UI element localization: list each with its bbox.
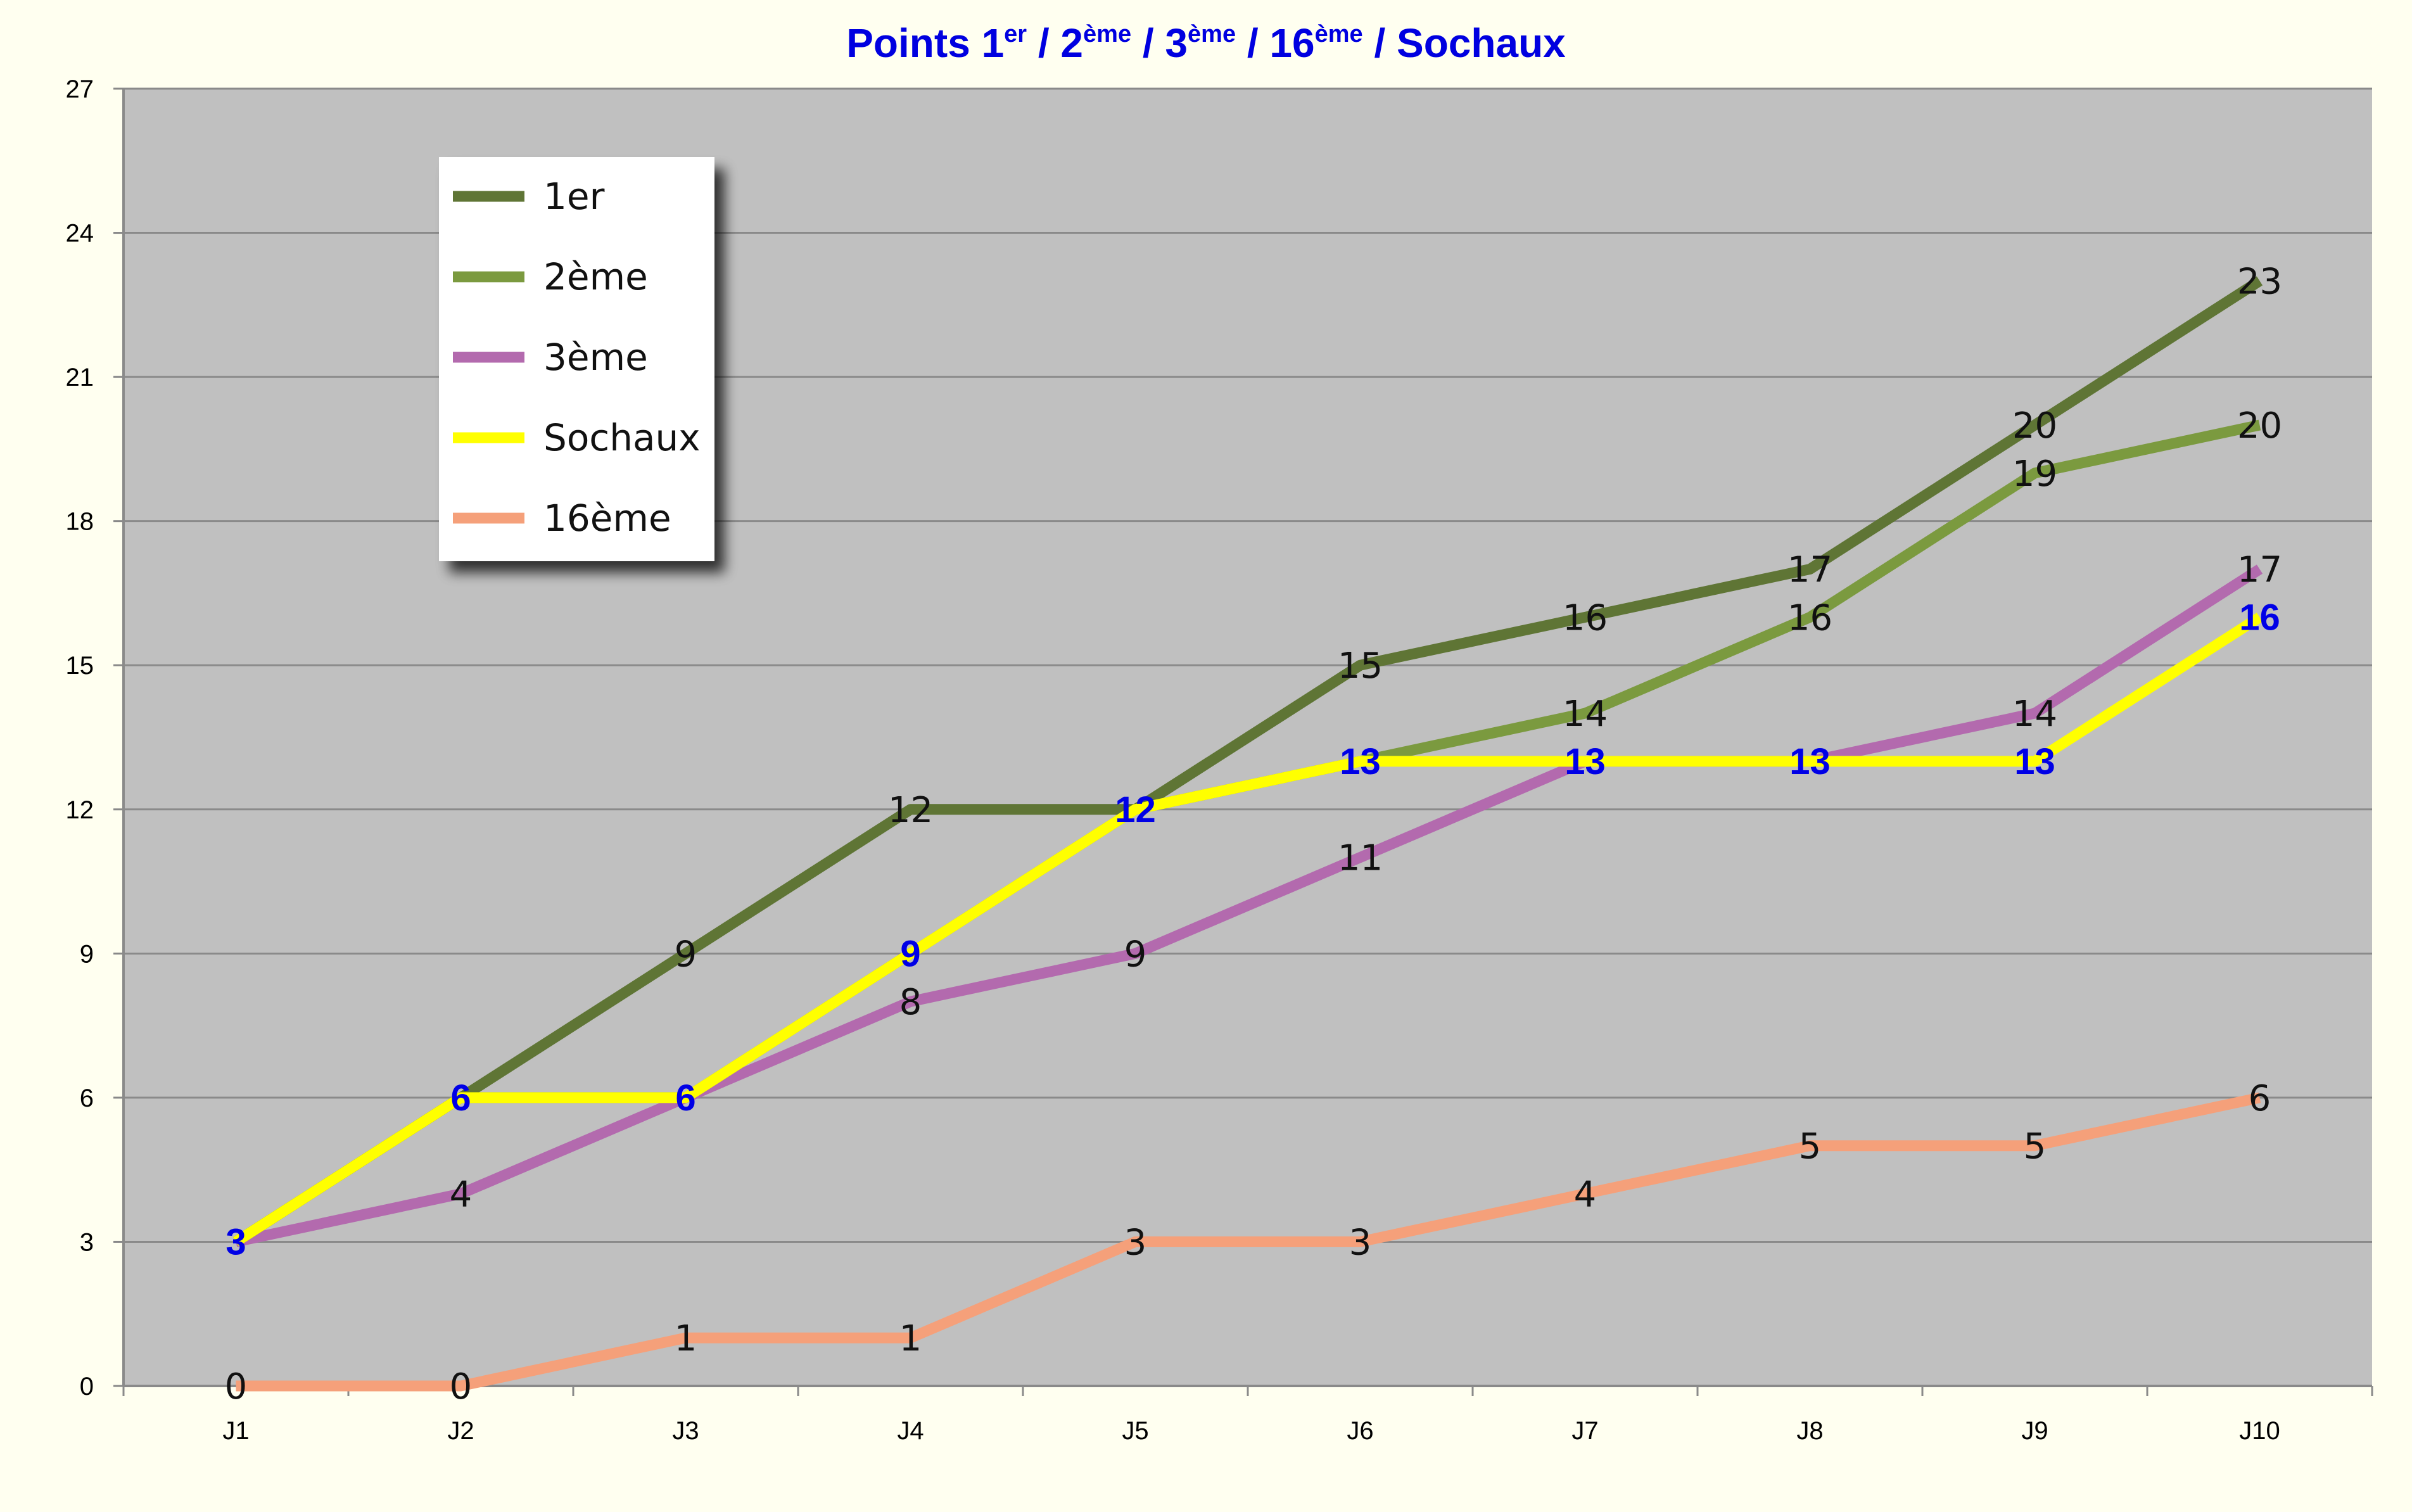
x-tick-label-J2: J2 [447,1417,474,1445]
series-line-1er [232,276,2263,1247]
data-label-16ème-J10: 6 [2249,1078,2271,1119]
y-tick-label-27: 27 [66,75,94,103]
x-tick-label-J3: J3 [672,1417,699,1445]
data-label-3ème-J6: 11 [1338,838,1383,879]
y-tick-label-12: 12 [66,796,94,824]
data-label-3ème-J10: 17 [2237,550,2282,591]
series-line-3ème [234,564,2263,1247]
y-tick-label-24: 24 [66,220,94,248]
chart-title-part-3: ème [1083,21,1131,48]
data-label-1er-J10: 23 [2237,261,2282,302]
data-label-2ème-J8: 16 [1787,597,1832,638]
series-line-Sochaux [232,613,2263,1247]
chart-title-part-7: ème [1315,21,1363,48]
chart-title-part-2: / 2 [1027,20,1083,66]
data-label-3ème-J5: 9 [1124,934,1147,975]
x-tick-label-J5: J5 [1122,1417,1148,1445]
chart-title-part-0: Points 1 [846,20,1004,66]
data-label-16ème-J5: 3 [1124,1222,1147,1263]
data-label-16ème-J4: 1 [899,1318,922,1359]
legend-label-1er: 1er [543,175,605,218]
legend-label-16ème: 16ème [543,497,671,540]
series-line-16ème [236,1092,2261,1392]
data-label-16ème-J2: 0 [450,1366,473,1407]
data-label-16ème-J7: 4 [1574,1174,1597,1216]
chart-title-part-5: ème [1188,21,1236,48]
chart-title-part-6: / 16 [1236,20,1315,66]
data-label-Sochaux-J2: 6 [450,1077,471,1119]
data-label-1er-J3: 9 [675,934,697,975]
y-tick-label-0: 0 [80,1373,94,1401]
data-label-16ème-J9: 5 [2024,1126,2047,1167]
x-tick-label-J9: J9 [2021,1417,2048,1445]
data-label-Sochaux-J1: 3 [225,1221,246,1262]
axes [122,89,2373,1396]
x-tick-label-J4: J4 [897,1417,924,1445]
legend-label-3ème: 3ème [543,336,648,379]
data-label-Sochaux-J7: 13 [1565,741,1606,782]
data-label-Sochaux-J10: 16 [2239,597,2280,638]
legend-label-Sochaux: Sochaux [543,416,701,459]
x-tick-label-J8: J8 [1796,1417,1823,1445]
legend-label-2ème: 2ème [543,255,648,298]
data-label-Sochaux-J4: 9 [900,933,920,974]
x-tick-label-J1: J1 [222,1417,249,1445]
data-label-2ème-J10: 20 [2237,405,2282,447]
data-label-1er-J4: 12 [888,790,933,831]
y-tick-label-6: 6 [80,1084,94,1112]
data-label-1er-J7: 16 [1563,597,1608,638]
data-label-16ème-J3: 1 [675,1318,697,1359]
x-tick-label-J7: J7 [1571,1417,1598,1445]
data-label-Sochaux-J8: 13 [1789,741,1831,782]
y-tick-label-9: 9 [80,940,94,968]
data-label-2ème-J9: 19 [2012,454,2057,495]
chart-title-part-1: er [1004,21,1027,48]
chart-title: Points 1er / 2ème / 3ème / 16ème / Socha… [846,20,1566,66]
data-label-2ème-J7: 14 [1563,694,1608,735]
data-label-Sochaux-J5: 12 [1115,789,1156,830]
data-label-1er-J9: 20 [2012,405,2057,447]
data-label-Sochaux-J6: 13 [1340,741,1381,782]
legend: 1er 2ème 3ème Sochaux 16ème [439,157,714,561]
chart-title-part-4: / 3 [1131,20,1188,66]
y-tick-label-15: 15 [66,652,94,680]
data-label-3ème-J9: 14 [2012,694,2057,735]
series-lines [232,276,2263,1392]
data-label-16ème-J8: 5 [1799,1126,1822,1167]
y-tick-label-18: 18 [66,508,94,536]
data-label-3ème-J4: 8 [899,982,922,1023]
data-label-3ème-J2: 4 [450,1174,473,1216]
y-tick-label-3: 3 [80,1228,94,1256]
data-label-16ème-J6: 3 [1349,1222,1372,1263]
x-tick-label-J10: J10 [2239,1417,2280,1445]
data-label-1er-J6: 15 [1338,645,1383,687]
y-tick-label-21: 21 [66,364,94,391]
data-label-16ème-J1: 0 [225,1366,248,1407]
data-label-1er-J8: 17 [1787,550,1832,591]
chart-title-part-8: / Sochaux [1363,20,1566,66]
x-tick-label-J6: J6 [1347,1417,1373,1445]
data-label-Sochaux-J3: 6 [675,1077,695,1119]
data-label-Sochaux-J9: 13 [2014,741,2055,782]
